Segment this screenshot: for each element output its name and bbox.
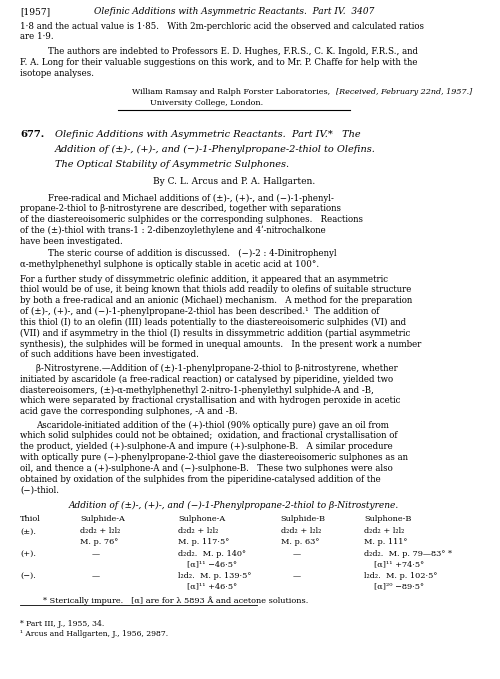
Text: The Optical Stability of Asymmetric Sulphones.: The Optical Stability of Asymmetric Sulp… [55, 160, 289, 168]
Text: initiated by ascaridole (a free-radical reaction) or catalysed by piperidine, yi: initiated by ascaridole (a free-radical … [20, 375, 393, 384]
Text: By C. L. Arcus and P. A. Hallgarten.: By C. L. Arcus and P. A. Hallgarten. [153, 177, 315, 186]
Text: d₂d₂ + l₂l₂: d₂d₂ + l₂l₂ [178, 528, 218, 536]
Text: [Received, February 22nd, 1957.]: [Received, February 22nd, 1957.] [336, 88, 472, 96]
Text: thiol would be of use, it being known that thiols add readily to olefins of suit: thiol would be of use, it being known th… [20, 285, 411, 295]
Text: Sulphone-A: Sulphone-A [178, 515, 226, 524]
Text: oil, and thence a (+)-sulphone-A and (−)-sulphone-B.   These two sulphones were : oil, and thence a (+)-sulphone-A and (−)… [20, 464, 392, 473]
Text: 677.: 677. [20, 130, 44, 139]
Text: Addition of (±)-, (+)-, and (−)-1-Phenylpropane-2-thiol to Olefins.: Addition of (±)-, (+)-, and (−)-1-Phenyl… [55, 145, 376, 154]
Text: [1957]: [1957] [20, 7, 50, 16]
Text: M. p. 76°: M. p. 76° [80, 538, 118, 546]
Text: Olefinic Additions with Asymmetric Reactants.  Part IV.  3407: Olefinic Additions with Asymmetric React… [94, 7, 374, 16]
Text: the product, yielded (+)-sulphone-A and impure (+)-sulphone-B.   A similar proce: the product, yielded (+)-sulphone-A and … [20, 442, 392, 452]
Text: d₂d₂.  M. p. 79—83° *: d₂d₂. M. p. 79—83° * [364, 550, 452, 558]
Text: M. p. 63°: M. p. 63° [280, 538, 319, 546]
Text: (+).: (+). [20, 550, 36, 558]
Text: obtained by oxidation of the sulphides from the piperidine-catalysed addition of: obtained by oxidation of the sulphides f… [20, 475, 380, 483]
Text: * Sterically impure.   [α] are for λ 5893 Å and acetone solutions.: * Sterically impure. [α] are for λ 5893 … [44, 595, 308, 604]
Text: of the diastereoisomeric sulphides or the corresponding sulphones.   Reactions: of the diastereoisomeric sulphides or th… [20, 215, 363, 224]
Text: (±).: (±). [20, 528, 36, 536]
Text: with optically pure (−)-phenylpropane-2-thiol gave the diastereoisomeric sulphon: with optically pure (−)-phenylpropane-2-… [20, 453, 408, 462]
Text: M. p. 117·5°: M. p. 117·5° [178, 538, 230, 546]
Text: which were separated by fractional crystallisation and with hydrogen peroxide in: which were separated by fractional cryst… [20, 397, 400, 405]
Text: of (±)-, (+)-, and (−)-1-phenylpropane-2-thiol has been described.¹  The additio: of (±)-, (+)-, and (−)-1-phenylpropane-2… [20, 307, 380, 316]
Text: d₂d₂ + l₂l₂: d₂d₂ + l₂l₂ [280, 528, 321, 536]
Text: d₂d₂ + l₂l₂: d₂d₂ + l₂l₂ [364, 528, 405, 536]
Text: —: — [92, 550, 100, 558]
Text: [α]¹¹ −46·5°: [α]¹¹ −46·5° [188, 560, 238, 568]
Text: acid gave the corresponding sulphones, -A and -B.: acid gave the corresponding sulphones, -… [20, 407, 238, 416]
Text: Free-radical and Michael additions of (±)-, (+)-, and (−)-1-phenyl-: Free-radical and Michael additions of (±… [48, 194, 334, 202]
Text: [α]¹¹ +74·5°: [α]¹¹ +74·5° [374, 560, 424, 568]
Text: by both a free-radical and an anionic (Michael) mechanism.   A method for the pr: by both a free-radical and an anionic (M… [20, 296, 412, 306]
Text: have been investigated.: have been investigated. [20, 237, 122, 246]
Text: The authors are indebted to Professors E. D. Hughes, F.R.S., C. K. Ingold, F.R.S: The authors are indebted to Professors E… [48, 48, 418, 56]
Text: this thiol (I) to an olefin (III) leads potentially to the diastereoisomeric sul: this thiol (I) to an olefin (III) leads … [20, 318, 406, 327]
Text: (−).: (−). [20, 572, 36, 580]
Text: [α]²⁰ −89·5°: [α]²⁰ −89·5° [374, 583, 424, 590]
Text: —: — [292, 572, 300, 580]
Text: Sulphide-B: Sulphide-B [280, 515, 326, 524]
Text: University College, London.: University College, London. [150, 98, 264, 107]
Text: d₂d₂ + l₂l₂: d₂d₂ + l₂l₂ [80, 528, 121, 536]
Text: Thiol: Thiol [20, 515, 40, 524]
Text: —: — [92, 572, 100, 580]
Text: l₂d₂.  M. p. 139·5°: l₂d₂. M. p. 139·5° [178, 572, 252, 580]
Text: For a further study of dissymmetric olefinic addition, it appeared that an asymm: For a further study of dissymmetric olef… [20, 274, 388, 284]
Text: F. A. Long for their valuable suggestions on this work, and to Mr. P. Chaffe for: F. A. Long for their valuable suggestion… [20, 58, 417, 67]
Text: Sulphide-A: Sulphide-A [80, 515, 126, 524]
Text: which solid sulphides could not be obtained;  oxidation, and fractional crystall: which solid sulphides could not be obtai… [20, 431, 398, 441]
Text: William Ramsay and Ralph Forster Laboratories,: William Ramsay and Ralph Forster Laborat… [132, 88, 330, 96]
Text: —: — [292, 550, 300, 558]
Text: propane-2-thiol to β-nitrostyrene are described, together with separations: propane-2-thiol to β-nitrostyrene are de… [20, 204, 341, 213]
Text: (VII) and if asymmetry in the thiol (I) results in dissymmetric addition (partia: (VII) and if asymmetry in the thiol (I) … [20, 329, 410, 338]
Text: Ascaridole-initiated addition of the (+)-thiol (90% optically pure) gave an oil : Ascaridole-initiated addition of the (+)… [36, 421, 389, 430]
Text: of the (±)-thiol with trans-1 : 2-dibenzoylethylene and 4ʹ-nitrochalkone: of the (±)-thiol with trans-1 : 2-dibenz… [20, 226, 326, 235]
Text: M. p. 111°: M. p. 111° [364, 538, 408, 546]
Text: * Part III, J., 1955, 34.: * Part III, J., 1955, 34. [20, 620, 104, 628]
Text: (−)-thiol.: (−)-thiol. [20, 485, 59, 494]
Text: isotope analyses.: isotope analyses. [20, 69, 94, 78]
Text: α-methylphenethyl sulphone is optically stable in acetic acid at 100°.: α-methylphenethyl sulphone is optically … [20, 259, 319, 269]
Text: are 1·9.: are 1·9. [20, 33, 54, 41]
Text: diastereoisomers, (±)-α-methylphenethyl 2-nitro-1-phenylethyl sulphide-A and -B,: diastereoisomers, (±)-α-methylphenethyl … [20, 386, 374, 394]
Text: β-Nitrostyrene.—Addition of (±)-1-phenylpropane-2-thiol to β-nitrostyrene, wheth: β-Nitrostyrene.—Addition of (±)-1-phenyl… [36, 364, 398, 373]
Text: [α]¹¹ +46·5°: [α]¹¹ +46·5° [188, 583, 238, 590]
Text: of such additions have been investigated.: of such additions have been investigated… [20, 350, 199, 359]
Text: l₂d₂.  M. p. 102·5°: l₂d₂. M. p. 102·5° [364, 572, 438, 580]
Text: ¹ Arcus and Hallgarten, J., 1956, 2987.: ¹ Arcus and Hallgarten, J., 1956, 2987. [20, 630, 168, 638]
Text: Olefinic Additions with Asymmetric Reactants.  Part IV.*   The: Olefinic Additions with Asymmetric React… [55, 130, 360, 139]
Text: d₂d₂.  M. p. 140°: d₂d₂. M. p. 140° [178, 550, 246, 558]
Text: synthesis), the sulphides will be formed in unequal amounts.   In the present wo: synthesis), the sulphides will be formed… [20, 340, 421, 348]
Text: The steric course of addition is discussed.   (−)-2 : 4-Dinitrophenyl: The steric course of addition is discuss… [48, 249, 337, 258]
Text: Addition of (±)-, (+)-, and (−)-1-Phenylpropane-2-thiol to β-Nitrostyrene.: Addition of (±)-, (+)-, and (−)-1-Phenyl… [69, 500, 399, 509]
Text: Sulphone-B: Sulphone-B [364, 515, 412, 524]
Text: 1·8 and the actual value is 1·85.   With 2m-perchloric acid the observed and cal: 1·8 and the actual value is 1·85. With 2… [20, 22, 424, 31]
